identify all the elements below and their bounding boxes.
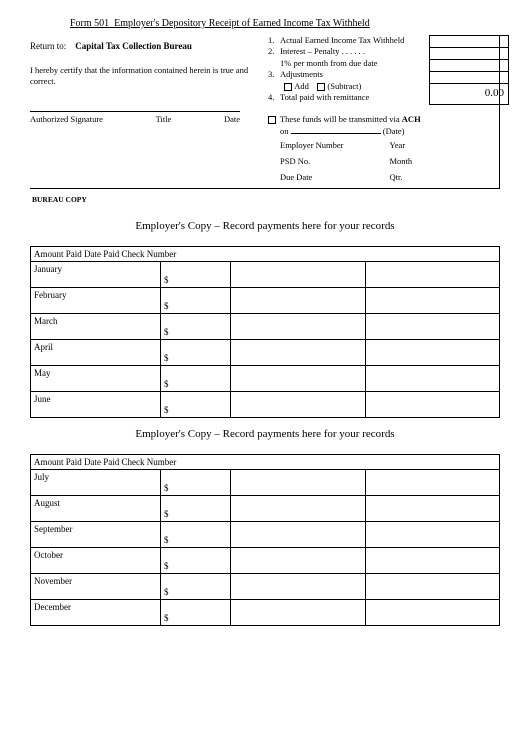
month-cell: July: [31, 469, 161, 495]
bureau-copy-label: BUREAU COPY: [32, 195, 500, 204]
month-cell: August: [31, 495, 161, 521]
records-table-1-body: Amount Paid Date Paid Check NumberJanuar…: [30, 246, 500, 418]
date-paid-cell[interactable]: [231, 521, 366, 547]
check-number-cell[interactable]: [365, 599, 500, 625]
certification-text: I hereby certify that the information co…: [30, 65, 260, 87]
date-paid-cell[interactable]: [231, 261, 366, 287]
date-paid-cell[interactable]: [231, 287, 366, 313]
amount-cell[interactable]: $: [161, 287, 231, 313]
month-cell: February: [31, 287, 161, 313]
amount-cell[interactable]: $: [161, 391, 231, 417]
signature-line: Authorized Signature Title Date: [30, 111, 240, 124]
amount-cell[interactable]: $: [161, 495, 231, 521]
amount-cell[interactable]: $: [161, 469, 231, 495]
amount-cell[interactable]: $: [161, 339, 231, 365]
date-paid-cell[interactable]: [231, 339, 366, 365]
ach-block: These funds will be transmitted via ACH …: [268, 114, 499, 182]
amount-cell[interactable]: $: [161, 261, 231, 287]
date-paid-cell[interactable]: [231, 495, 366, 521]
month-cell: April: [31, 339, 161, 365]
return-to: Return to: Capital Tax Collection Bureau: [30, 41, 260, 51]
form-title: Form 501 Employer's Depository Receipt o…: [30, 18, 500, 29]
date-paid-cell[interactable]: [231, 365, 366, 391]
check-number-cell[interactable]: [365, 391, 500, 417]
check-number-cell[interactable]: [365, 261, 500, 287]
date-paid-cell[interactable]: [231, 313, 366, 339]
ach-checkbox[interactable]: [268, 116, 276, 124]
check-number-cell[interactable]: [365, 469, 500, 495]
month-cell: March: [31, 313, 161, 339]
date-paid-cell[interactable]: [231, 469, 366, 495]
month-cell: November: [31, 573, 161, 599]
subtract-checkbox[interactable]: [317, 83, 325, 91]
month-cell: October: [31, 547, 161, 573]
amount-cell[interactable]: $: [161, 521, 231, 547]
month-cell: December: [31, 599, 161, 625]
value-boxes: 0.00: [429, 35, 509, 105]
check-number-cell[interactable]: [365, 547, 500, 573]
amount-cell[interactable]: $: [161, 547, 231, 573]
date-paid-cell[interactable]: [231, 573, 366, 599]
check-number-cell[interactable]: [365, 573, 500, 599]
check-number-cell[interactable]: [365, 521, 500, 547]
check-number-cell[interactable]: [365, 495, 500, 521]
records-title-2: Employer's Copy – Record payments here f…: [30, 428, 500, 440]
month-cell: June: [31, 391, 161, 417]
month-cell: May: [31, 365, 161, 391]
month-cell: September: [31, 521, 161, 547]
amount-cell[interactable]: $: [161, 599, 231, 625]
check-number-cell[interactable]: [365, 313, 500, 339]
amount-cell[interactable]: $: [161, 365, 231, 391]
month-cell: January: [31, 261, 161, 287]
amount-cell[interactable]: $: [161, 313, 231, 339]
date-paid-cell[interactable]: [231, 547, 366, 573]
date-paid-cell[interactable]: [231, 599, 366, 625]
total-value: 0.00: [430, 84, 508, 104]
check-number-cell[interactable]: [365, 287, 500, 313]
check-number-cell[interactable]: [365, 365, 500, 391]
check-number-cell[interactable]: [365, 339, 500, 365]
date-paid-cell[interactable]: [231, 391, 366, 417]
records-table-2-body: Amount Paid Date Paid Check NumberJuly$A…: [30, 454, 500, 626]
amount-cell[interactable]: $: [161, 573, 231, 599]
add-checkbox[interactable]: [284, 83, 292, 91]
records-title-1: Employer's Copy – Record payments here f…: [30, 220, 500, 232]
